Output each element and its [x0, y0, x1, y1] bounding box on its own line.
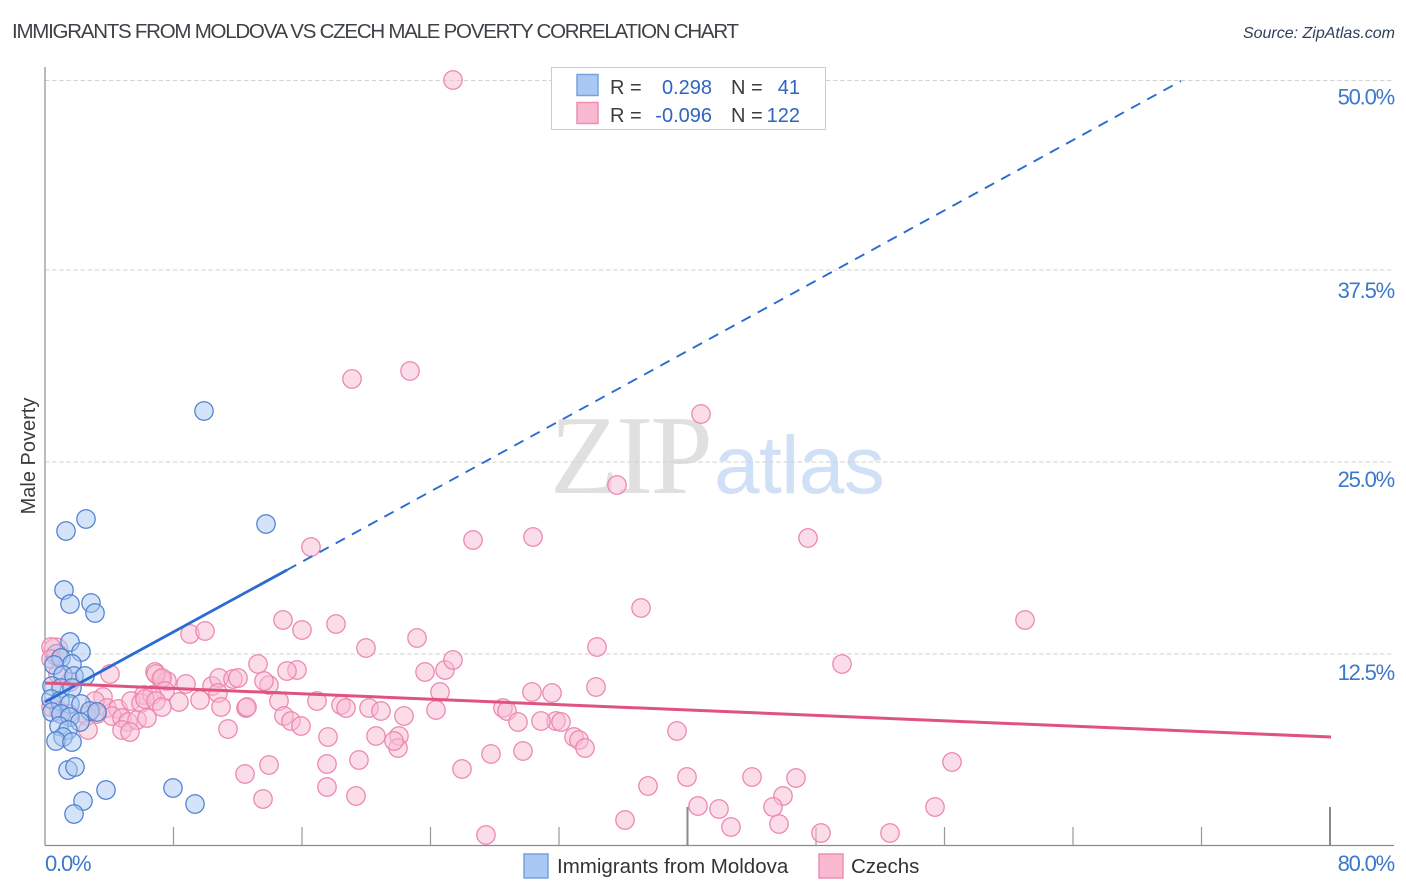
svg-text:Czechs: Czechs — [851, 855, 919, 878]
svg-text:atlas: atlas — [714, 420, 884, 511]
svg-text:N =: N = — [731, 77, 763, 99]
svg-text:0.298: 0.298 — [662, 77, 712, 99]
svg-text:122: 122 — [767, 105, 800, 127]
svg-text:37.5%: 37.5% — [1338, 278, 1395, 303]
svg-text:ZIP: ZIP — [550, 394, 710, 518]
svg-text:R =: R = — [610, 105, 642, 127]
svg-text:N =: N = — [731, 105, 763, 127]
svg-text:12.5%: 12.5% — [1338, 660, 1395, 685]
svg-text:Immigrants from Moldova: Immigrants from Moldova — [557, 855, 789, 878]
svg-text:Male Poverty: Male Poverty — [18, 398, 40, 515]
svg-text:R =: R = — [610, 77, 642, 99]
svg-text:0.0%: 0.0% — [45, 851, 91, 876]
svg-text:41: 41 — [778, 77, 800, 99]
svg-text:50.0%: 50.0% — [1338, 85, 1395, 110]
svg-text:80.0%: 80.0% — [1338, 851, 1395, 876]
svg-text:25.0%: 25.0% — [1338, 467, 1395, 492]
svg-text:-0.096: -0.096 — [655, 105, 712, 127]
